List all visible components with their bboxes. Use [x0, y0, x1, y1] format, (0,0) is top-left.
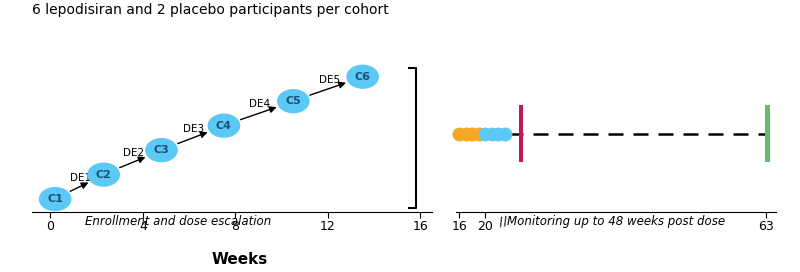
Text: C6: C6	[354, 72, 370, 82]
Ellipse shape	[88, 163, 119, 186]
Point	[459, 132, 472, 136]
Point	[479, 132, 492, 136]
Ellipse shape	[146, 139, 177, 162]
Point	[473, 132, 486, 136]
Point	[486, 132, 498, 136]
Bar	[765, 105, 770, 162]
Point	[466, 132, 478, 136]
Text: C2: C2	[96, 170, 112, 180]
Text: DE1: DE1	[70, 173, 91, 183]
Ellipse shape	[39, 188, 70, 211]
Text: //: //	[498, 215, 509, 229]
Ellipse shape	[208, 114, 239, 137]
Ellipse shape	[278, 90, 309, 113]
Text: DE2: DE2	[123, 148, 145, 158]
Text: Enrollment and dose escalation: Enrollment and dose escalation	[85, 215, 270, 228]
Text: DE5: DE5	[318, 75, 340, 85]
Point	[498, 132, 511, 136]
Bar	[519, 105, 523, 162]
Text: DE3: DE3	[183, 124, 205, 134]
Point	[492, 132, 505, 136]
Text: C1: C1	[47, 194, 63, 204]
Text: DE4: DE4	[250, 99, 270, 109]
Text: Weeks: Weeks	[212, 252, 268, 267]
Text: Monitoring up to 48 weeks post dose: Monitoring up to 48 weeks post dose	[507, 215, 725, 228]
Ellipse shape	[347, 65, 378, 88]
Point	[453, 132, 466, 136]
Text: 6 lepodisiran and 2 placebo participants per cohort: 6 lepodisiran and 2 placebo participants…	[32, 3, 389, 17]
Text: C3: C3	[154, 145, 170, 155]
Text: C5: C5	[286, 96, 301, 106]
Text: C4: C4	[216, 121, 232, 131]
